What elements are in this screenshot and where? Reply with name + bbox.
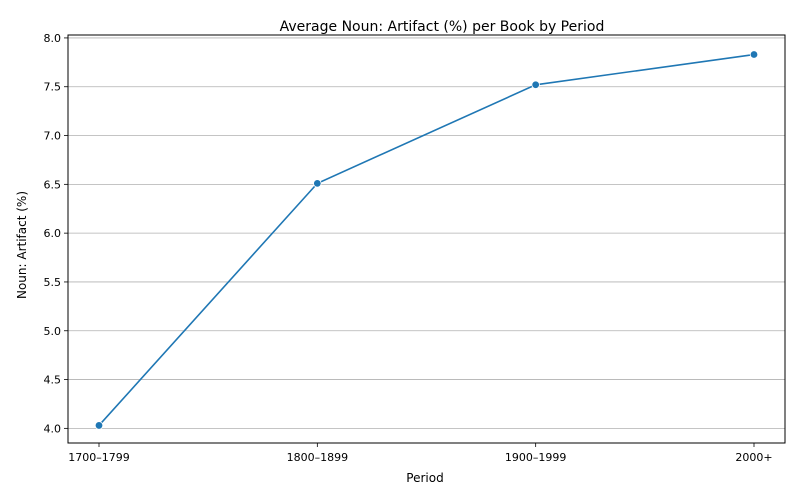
y-tick-label: 6.0 bbox=[44, 227, 62, 240]
y-axis-ticks: 4.0 4.5 5.0 5.5 6.0 6.5 7.0 7.5 8.0 bbox=[44, 32, 68, 435]
series-line bbox=[98, 53, 755, 426]
y-tick-label: 6.5 bbox=[44, 178, 62, 191]
data-point bbox=[94, 421, 104, 430]
x-tick-label: 1700–1799 bbox=[68, 451, 130, 464]
chart-title: Average Noun: Artifact (%) per Book by P… bbox=[280, 19, 605, 35]
y-tick-label: 5.0 bbox=[44, 325, 62, 338]
y-tick-label: 4.0 bbox=[44, 422, 62, 435]
x-tick-label: 1900–1999 bbox=[505, 451, 567, 464]
data-points bbox=[94, 50, 759, 430]
x-axis-ticks: 1700–1799 1800–1899 1900–1999 2000+ bbox=[68, 443, 773, 464]
x-axis-label: Period bbox=[406, 471, 443, 485]
y-axis-label: Noun: Artifact (%) bbox=[15, 191, 29, 299]
x-tick-label: 1800–1899 bbox=[287, 451, 349, 464]
data-point bbox=[313, 179, 322, 188]
y-tick-label: 4.5 bbox=[44, 374, 62, 387]
y-tick-label: 8.0 bbox=[44, 32, 62, 45]
y-tick-label: 7.5 bbox=[44, 81, 62, 94]
y-tick-label: 5.5 bbox=[44, 276, 62, 289]
data-point bbox=[531, 80, 540, 89]
grid-lines bbox=[68, 37, 785, 429]
x-tick-label: 2000+ bbox=[735, 451, 772, 464]
data-point bbox=[749, 50, 759, 59]
plot-frame bbox=[67, 34, 786, 444]
y-tick-label: 7.0 bbox=[44, 130, 62, 143]
